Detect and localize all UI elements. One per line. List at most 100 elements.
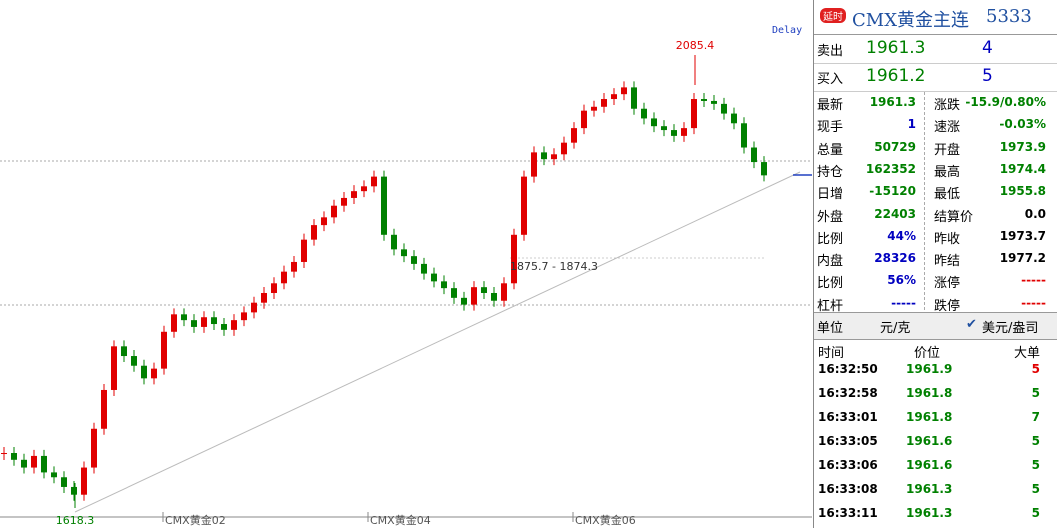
unit-bar (814, 312, 1057, 340)
stat-value: ----- (1021, 273, 1046, 288)
check: ✔ (966, 317, 977, 332)
candle (261, 292, 267, 303)
candle (251, 302, 257, 313)
stat-label: 最高 (934, 164, 961, 180)
stat-value: 1 (907, 117, 916, 132)
candle (611, 94, 617, 100)
stat-label: 昨结 (934, 254, 961, 270)
candle (371, 176, 377, 187)
candle (731, 113, 737, 124)
candle (661, 126, 667, 131)
stat-label: 现手 (817, 120, 844, 136)
candle (721, 103, 727, 114)
candle (1, 453, 7, 455)
candle (481, 287, 487, 293)
candle (711, 100, 717, 104)
tick-header: 大单 (1013, 346, 1040, 361)
candle (181, 314, 187, 321)
stat-value: -15120 (869, 184, 916, 199)
candle (651, 118, 657, 127)
candle (21, 459, 27, 468)
sep (814, 91, 1057, 92)
tick-price: 1961.6 (906, 458, 953, 472)
stat-label: 昨收 (934, 231, 961, 247)
candle (701, 99, 707, 101)
candle (221, 324, 227, 330)
stat-label: 最低 (934, 187, 961, 203)
tick-time: 16:33:11 (818, 506, 878, 520)
candle (101, 389, 107, 429)
unit-value: 元/克 (880, 321, 911, 336)
quote-price: 1961.2 (866, 66, 926, 86)
quote-volume: 5 (982, 66, 993, 86)
stat-value: 1977.2 (999, 251, 1046, 266)
stat-label: 涨跌 (934, 98, 961, 113)
tick-volume: 5 (1031, 386, 1040, 400)
candle (271, 283, 277, 293)
quote-panel: 延时 CMX黄金主连 5333 卖出 1961.3 4 买入 1961.2 5 最新 1961.3 涨… (813, 0, 1057, 528)
tick-time: 16:33:01 (818, 410, 878, 424)
candle (361, 186, 367, 192)
candle (581, 110, 587, 129)
candle (471, 287, 477, 305)
candle (331, 205, 337, 218)
unit-option[interactable]: 美元/盎司 (982, 321, 1039, 336)
candle (401, 249, 407, 257)
stat-value: 1973.9 (999, 139, 1046, 154)
quote-label: 卖出 (817, 44, 844, 59)
tick-volume: 7 (1031, 410, 1040, 424)
candle (541, 152, 547, 160)
sep (924, 92, 925, 310)
tick-price: 1961.9 (906, 362, 953, 376)
stat-value: 1961.3 (869, 95, 916, 109)
candle (231, 320, 237, 330)
candle (391, 234, 397, 250)
stat-value: 28326 (874, 251, 916, 266)
tick-volume: 5 (1031, 482, 1040, 496)
candle (111, 346, 117, 390)
x-label: CMX黄金04 (370, 513, 431, 527)
stat-value: 162352 (865, 161, 916, 176)
candle (761, 162, 767, 176)
candle (411, 256, 417, 264)
candle (311, 225, 317, 240)
candle (751, 147, 757, 163)
stat-label: 比例 (817, 231, 844, 247)
candle (741, 123, 747, 148)
stat-label: 最新 (817, 98, 844, 113)
stat-value: 0.0 (1024, 206, 1046, 221)
candle (531, 152, 537, 177)
candle (671, 130, 677, 136)
sep (814, 63, 1057, 64)
instrument-code: 5333 (986, 6, 1032, 27)
stat-value: 1974.4 (999, 161, 1046, 176)
stat-value: 1973.7 (999, 228, 1046, 243)
candle (191, 320, 197, 327)
candle (141, 365, 147, 379)
candle (631, 87, 637, 109)
candle (51, 472, 57, 478)
stat-label: 开盘 (934, 142, 961, 158)
candle (291, 261, 297, 272)
candle (431, 273, 437, 282)
tick-price: 1961.3 (906, 482, 953, 496)
candle (451, 288, 457, 298)
candle (641, 108, 647, 119)
candle (491, 292, 497, 301)
candle (161, 331, 167, 369)
candle (321, 217, 327, 226)
candle (71, 486, 77, 495)
candle (61, 477, 67, 487)
candle (441, 281, 447, 289)
candle (621, 87, 627, 95)
stat-label: 比例 (817, 276, 844, 292)
quote-volume: 4 (982, 38, 993, 58)
tick-header: 时间 (818, 346, 845, 361)
stat-value: 22403 (874, 206, 916, 221)
candle (381, 176, 387, 235)
stat-label: 速涨 (934, 120, 961, 136)
tick-time: 16:33:06 (818, 458, 878, 472)
stat-value: ----- (891, 295, 916, 310)
unit-label: 单位 (817, 321, 844, 336)
